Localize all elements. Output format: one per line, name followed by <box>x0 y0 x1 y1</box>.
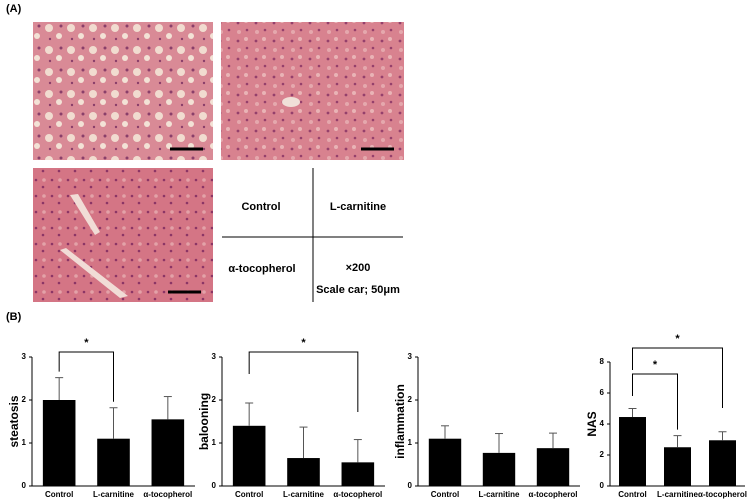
y-tick-label: 3 <box>212 352 217 361</box>
y-tick-label: 8 <box>600 357 605 366</box>
significance-label: * <box>84 337 89 349</box>
y-tick-label: 2 <box>600 450 605 459</box>
bar <box>664 447 691 486</box>
x-tick-label: α-tocopherol <box>143 490 192 499</box>
y-tick-label: 2 <box>408 395 413 404</box>
bar <box>428 438 462 486</box>
y-tick-label: 1 <box>408 438 413 447</box>
y-tick-label: 1 <box>22 438 27 447</box>
cell-label: L-carnitine <box>330 201 386 213</box>
bar <box>42 400 76 486</box>
bar <box>151 419 185 486</box>
y-tick-label: 0 <box>212 481 217 490</box>
magnification: ×200 <box>346 262 371 274</box>
bar <box>341 462 375 486</box>
panel-label: (B) <box>6 311 22 323</box>
significance-bracket <box>58 351 114 402</box>
y-tick-label: 0 <box>22 481 27 490</box>
x-tick-label: L-carnitine <box>479 490 520 499</box>
histology-image <box>33 22 213 160</box>
y-axis-label: steatosis <box>7 395 21 447</box>
y-axis-label: balooning <box>197 393 211 450</box>
vessel <box>282 97 300 107</box>
x-tick-label: α-tocopherol <box>333 490 382 499</box>
significance-bracket <box>248 351 359 412</box>
y-tick-label: 6 <box>600 388 605 397</box>
histology-image <box>33 168 213 302</box>
cell-label: Control <box>241 201 280 213</box>
y-tick-label: 2 <box>212 395 217 404</box>
significance-bracket <box>632 373 678 430</box>
y-axis-label: inflammation <box>393 384 407 459</box>
x-tick-label: Control <box>235 490 263 499</box>
bar <box>536 448 570 486</box>
y-tick-label: 0 <box>408 481 413 490</box>
x-tick-label: L-carnitine <box>283 490 324 499</box>
x-tick-label: α-tocopherol <box>698 490 747 499</box>
significance-label: * <box>301 337 306 349</box>
x-tick-label: α-tocopherol <box>529 490 578 499</box>
y-axis-label: NAS <box>585 411 599 436</box>
y-tick-label: 3 <box>22 352 27 361</box>
y-tick-label: 3 <box>408 352 413 361</box>
bar <box>482 452 516 486</box>
bar <box>619 417 646 486</box>
scale-note: Scale car; 50μm <box>316 284 400 296</box>
x-tick-label: L-carnitine <box>93 490 134 499</box>
bar <box>287 458 320 486</box>
bar <box>709 440 736 486</box>
bar <box>97 438 130 486</box>
y-tick-label: 0 <box>600 481 605 490</box>
significance-label: * <box>653 359 658 371</box>
y-tick-label: 2 <box>22 395 27 404</box>
significance-bracket <box>632 347 723 408</box>
y-tick-label: 1 <box>212 438 217 447</box>
x-tick-label: L-carnitine <box>657 490 698 499</box>
cell-label: α-tocopherol <box>228 263 295 275</box>
panel-label: (A) <box>6 3 22 15</box>
y-tick-label: 4 <box>600 419 605 428</box>
histology-image <box>221 22 404 160</box>
significance-label: * <box>675 333 680 345</box>
x-tick-label: Control <box>45 490 73 499</box>
x-tick-label: Control <box>431 490 459 499</box>
x-tick-label: Control <box>618 490 646 499</box>
bar <box>232 425 266 486</box>
